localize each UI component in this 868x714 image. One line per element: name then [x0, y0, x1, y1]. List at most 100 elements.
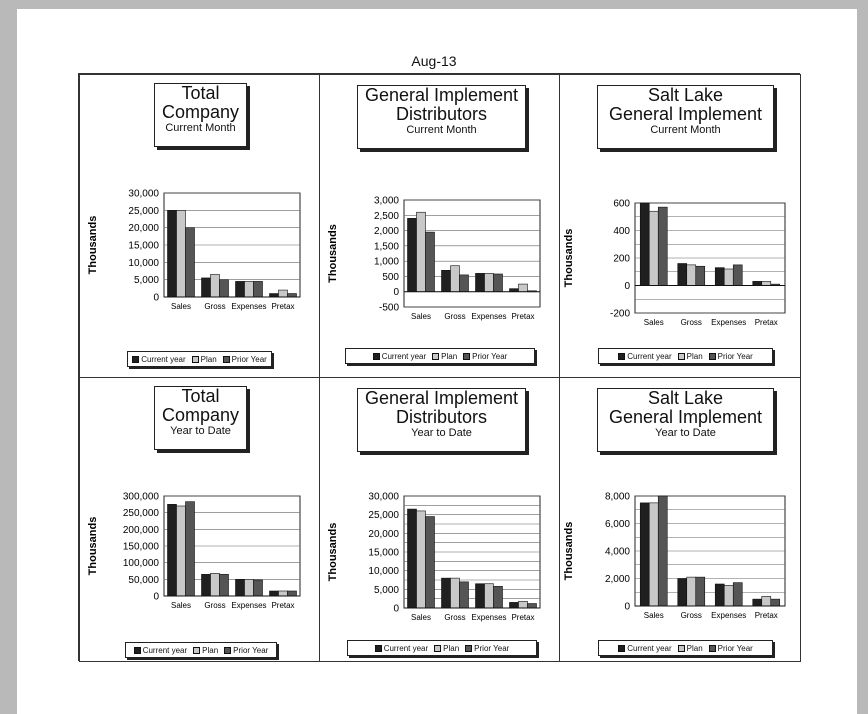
- prior-year-bar: [657, 206, 668, 286]
- y-tick-label: 0: [624, 602, 630, 613]
- legend-item-plan: Plan: [434, 644, 459, 653]
- prior-year-bar: [770, 598, 781, 607]
- plan-bar: [723, 585, 734, 607]
- current-year-bar: [509, 602, 519, 609]
- y-axis-label: Thousands: [563, 229, 575, 288]
- panel-title-line2: Distributors: [395, 103, 488, 124]
- prior-year-bar: [493, 273, 503, 293]
- panel-title-line1: Salt Lake: [647, 388, 724, 408]
- current-year-bar: [269, 590, 279, 597]
- prior-year-bar: [459, 274, 469, 293]
- legend-item-plan: Plan: [432, 352, 457, 361]
- x-tick-label: Expenses: [711, 318, 746, 327]
- current-year-bar: [441, 270, 451, 293]
- panel-total-company-ytd: Total Company Year to Date 300,000 250,00…: [79, 377, 320, 662]
- panel-subtitle: Current Month: [406, 123, 477, 136]
- plan-bar: [761, 596, 772, 607]
- legend-item-current-year: Current year: [618, 352, 672, 361]
- charts-grid: Total Company Current Month 30,000 25,000…: [78, 73, 801, 662]
- prior-year-bar: [253, 281, 263, 298]
- chart-legend: Current year Plan Prior Year: [598, 348, 773, 364]
- panel-title-line1: Salt Lake: [647, 85, 724, 105]
- panel-gid-ytd: General Implement Distributors Year to D…: [319, 377, 560, 662]
- y-tick-label: 300,000: [123, 492, 160, 503]
- plan-bar: [278, 289, 288, 298]
- y-tick-label: -200: [610, 309, 630, 320]
- current-year-bar: [677, 263, 688, 286]
- bar-chart: 3,000 2,500 2,000 1,500 1,000 500 0 -500 Thousan…: [327, 196, 541, 321]
- plan-bar: [518, 600, 528, 609]
- y-tick-label: 25,000: [128, 206, 159, 217]
- y-tick-label: 20,000: [128, 223, 159, 234]
- y-axis-label: Thousands: [87, 517, 99, 576]
- y-tick-label: 100,000: [123, 558, 160, 569]
- chart-legend: Current year Plan Prior Year: [127, 351, 272, 367]
- plan-bar: [210, 573, 220, 597]
- legend-swatch-icon: [677, 644, 685, 652]
- x-tick-label: Pretax: [271, 302, 294, 311]
- y-tick-label: 10,000: [128, 258, 159, 269]
- x-tick-label: Gross: [444, 613, 465, 622]
- y-tick-label: 20,000: [368, 529, 399, 540]
- current-year-bar: [714, 267, 725, 286]
- plan-bar: [484, 583, 494, 609]
- panel-salt-lake-ytd: Salt Lake General Implement Year to Date…: [559, 377, 801, 662]
- plan-bar: [723, 268, 734, 286]
- panel-total-company-month: Total Company Current Month 30,000 25,000…: [79, 74, 320, 378]
- prior-year-bar: [732, 582, 743, 607]
- panel-title-line1: General Implement: [364, 85, 519, 105]
- x-tick-label: Expenses: [471, 613, 506, 622]
- plan-bar: [244, 579, 254, 597]
- legend-item-current-year: Current year: [132, 355, 186, 364]
- panel-title-line1: General Implement: [364, 388, 519, 408]
- plan-bar: [176, 505, 186, 597]
- plan-bar: [450, 577, 460, 609]
- prior-year-bar: [657, 495, 668, 607]
- current-year-bar: [167, 210, 177, 298]
- legend-swatch-icon: [432, 352, 440, 360]
- legend-item-prior-year: Prior Year: [463, 352, 507, 361]
- x-tick-label: Gross: [681, 318, 702, 327]
- current-year-bar: [235, 579, 245, 597]
- y-tick-label: 500: [382, 272, 399, 283]
- prior-year-bar: [695, 576, 706, 607]
- prior-year-bar: [425, 231, 435, 293]
- y-tick-label: 0: [393, 287, 399, 298]
- plan-bar: [278, 590, 288, 597]
- x-tick-label: Sales: [171, 601, 191, 610]
- plan-bar: [416, 211, 426, 293]
- current-year-bar: [201, 277, 211, 298]
- y-axis-label: Thousands: [327, 224, 339, 283]
- x-tick-label: Pretax: [271, 601, 294, 610]
- plan-bar: [210, 274, 220, 298]
- legend-swatch-icon: [677, 352, 685, 360]
- prior-year-bar: [287, 590, 297, 597]
- legend-swatch-icon: [372, 352, 380, 360]
- current-year-bar: [752, 598, 763, 607]
- prior-year-bar: [732, 264, 743, 286]
- panel-subtitle: Current Month: [165, 121, 236, 134]
- legend-item-prior-year: Prior Year: [708, 644, 753, 653]
- y-tick-label: 0: [624, 281, 630, 292]
- legend-swatch-icon: [193, 646, 201, 654]
- current-year-bar: [639, 202, 650, 286]
- panel-gid-month: General Implement Distributors Current M…: [319, 74, 560, 378]
- y-tick-label: 5,000: [134, 275, 159, 286]
- legend-item-plan: Plan: [677, 644, 703, 653]
- x-tick-label: Expenses: [231, 302, 266, 311]
- panel-salt-lake-month: Salt Lake General Implement Current Mont…: [559, 74, 801, 378]
- y-tick-label: 15,000: [128, 241, 159, 252]
- y-tick-label: 8,000: [605, 492, 630, 503]
- x-tick-label: Sales: [644, 318, 664, 327]
- y-tick-label: -500: [379, 303, 399, 314]
- x-tick-label: Sales: [411, 312, 431, 321]
- plan-bar: [686, 264, 697, 286]
- legend-swatch-icon: [708, 352, 716, 360]
- panel-subtitle: Current Month: [650, 123, 721, 136]
- legend-swatch-icon: [708, 644, 716, 652]
- panel-subtitle: Year to Date: [411, 426, 472, 439]
- panel-subtitle: Year to Date: [655, 426, 716, 439]
- prior-year-bar: [287, 293, 297, 298]
- legend-item-prior-year: Prior Year: [224, 646, 268, 655]
- panel-title-box: General Implement Distributors Year to D…: [357, 388, 526, 452]
